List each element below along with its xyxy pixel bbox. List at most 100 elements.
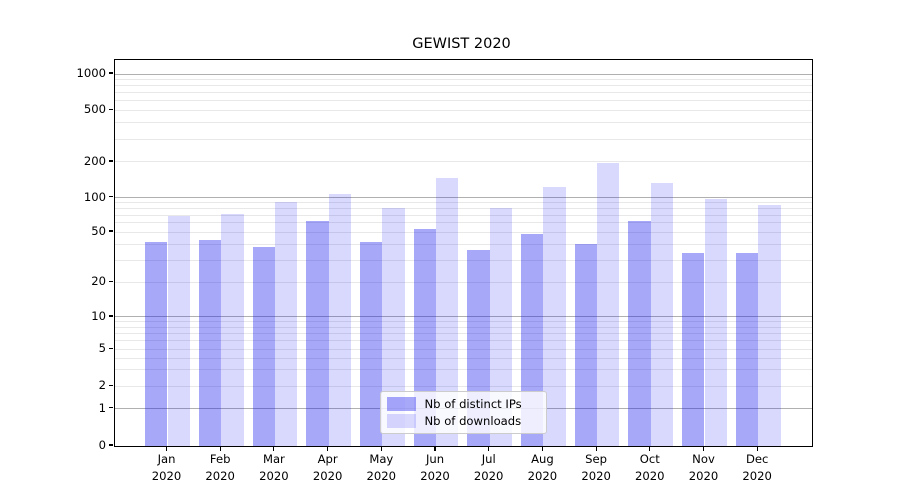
xtick-label-dec: Dec 2020 — [725, 451, 789, 484]
xtick-year: 2020 — [635, 468, 665, 483]
gridline-minor — [114, 214, 812, 216]
xtick-month: Jul — [481, 452, 496, 466]
xtick-mark — [219, 446, 221, 451]
xtick-year: 2020 — [205, 468, 235, 483]
ytick-label-20: 20 — [91, 274, 106, 289]
gridline-minor — [114, 208, 812, 210]
bar-distinct-ips-may — [359, 241, 383, 446]
ytick-label-5: 5 — [98, 341, 106, 356]
gridline-minor — [114, 243, 812, 245]
gridline-major — [114, 73, 812, 75]
xtick-month: Feb — [209, 452, 231, 466]
ytick-mark — [109, 384, 113, 386]
ytick-label-0: 0 — [98, 438, 106, 452]
bar-distinct-ips-oct — [628, 220, 651, 446]
xtick-month: Apr — [317, 452, 338, 466]
xtick-mark — [380, 446, 382, 451]
ytick-mark — [109, 230, 113, 232]
xtick-month: May — [369, 452, 394, 466]
gridline-minor — [114, 79, 812, 81]
legend-swatch-downloads — [386, 414, 416, 428]
bar-downloads-jul — [489, 207, 513, 446]
bar-downloads-jun — [436, 178, 459, 446]
xtick-mark — [756, 446, 758, 451]
plot-area: Nb of distinct IPs Nb of downloads — [113, 59, 813, 447]
gridline-minor — [114, 357, 812, 359]
xtick-month: Jun — [425, 452, 445, 466]
ytick-mark — [109, 280, 113, 283]
bar-distinct-ips-mar — [252, 247, 275, 446]
xtick-label-jan: Jan 2020 — [135, 451, 199, 484]
legend-label-distinct-ips: Nb of distinct IPs — [424, 397, 522, 411]
gridline-minor — [114, 385, 812, 387]
xtick-year: 2020 — [151, 468, 182, 483]
ytick-label-1: 1 — [98, 400, 106, 415]
xtick-year: 2020 — [688, 468, 719, 483]
ytick-mark — [109, 407, 113, 409]
xtick-label-aug: Aug 2020 — [510, 451, 574, 484]
xtick-year: 2020 — [420, 468, 450, 483]
gridline-minor — [114, 222, 812, 224]
gridline-minor — [114, 281, 812, 283]
gridline-minor — [114, 231, 812, 233]
xtick-label-mar: Mar 2020 — [242, 451, 306, 484]
xtick-year: 2020 — [312, 468, 343, 483]
xtick-year: 2020 — [581, 468, 611, 483]
xtick-year: 2020 — [742, 468, 772, 483]
ytick-label-10: 10 — [91, 308, 106, 323]
xtick-month: Jan — [157, 452, 176, 466]
bar-downloads-nov — [704, 199, 727, 446]
gridline-minor — [114, 122, 812, 124]
ytick-label-50: 50 — [91, 224, 106, 238]
bar-distinct-ips-dec — [735, 253, 759, 446]
xtick-label-jun: Jun 2020 — [403, 451, 467, 484]
gridline-minor — [114, 321, 812, 323]
ytick-mark — [109, 108, 113, 110]
xtick-year: 2020 — [473, 468, 504, 483]
bar-downloads-may — [382, 207, 405, 446]
bar-distinct-ips-nov — [682, 253, 705, 446]
xtick-month: Sep — [585, 452, 608, 466]
gridline-minor — [114, 92, 812, 94]
xtick-mark — [327, 446, 329, 451]
xtick-mark — [434, 446, 436, 451]
ytick-label-500: 500 — [83, 102, 106, 117]
bar-downloads-mar — [274, 201, 298, 446]
legend-row-downloads: Nb of downloads — [386, 414, 540, 428]
bar-downloads-apr — [328, 193, 351, 446]
bar-distinct-ips-sep — [574, 244, 598, 446]
gridline-minor — [114, 161, 812, 163]
gridline-minor — [114, 85, 812, 87]
gridline-minor — [114, 340, 812, 342]
bar-downloads-feb — [221, 213, 244, 446]
ytick-label-200: 200 — [83, 153, 106, 168]
xtick-month: Dec — [745, 452, 769, 466]
legend-label-downloads: Nb of downloads — [424, 414, 522, 428]
bar-distinct-ips-feb — [198, 240, 222, 446]
ytick-label-1000: 1000 — [76, 66, 106, 80]
xtick-year: 2020 — [366, 468, 397, 483]
gridline-minor — [114, 138, 812, 140]
xtick-label-jul: Jul 2020 — [457, 451, 521, 484]
xtick-month: Aug — [531, 452, 554, 466]
ytick-mark — [109, 72, 113, 74]
bar-downloads-dec — [758, 205, 781, 446]
bar-downloads-jan — [167, 216, 190, 446]
gridline-minor — [114, 326, 812, 328]
xtick-month: Nov — [692, 452, 715, 466]
xtick-mark — [541, 446, 543, 451]
xtick-month: Mar — [262, 452, 285, 466]
ytick-mark — [109, 315, 113, 317]
gridline-minor — [114, 100, 812, 102]
ytick-mark — [109, 347, 113, 349]
gridline-major — [114, 316, 812, 318]
xtick-month: Oct — [639, 452, 660, 466]
legend: Nb of distinct IPs Nb of downloads — [379, 391, 547, 434]
xtick-mark — [649, 446, 651, 451]
gridline-major — [114, 197, 812, 199]
xtick-year: 2020 — [527, 468, 558, 483]
ytick-mark — [109, 196, 113, 198]
xtick-label-may: May 2020 — [349, 451, 413, 484]
gridline-minor — [114, 109, 812, 111]
